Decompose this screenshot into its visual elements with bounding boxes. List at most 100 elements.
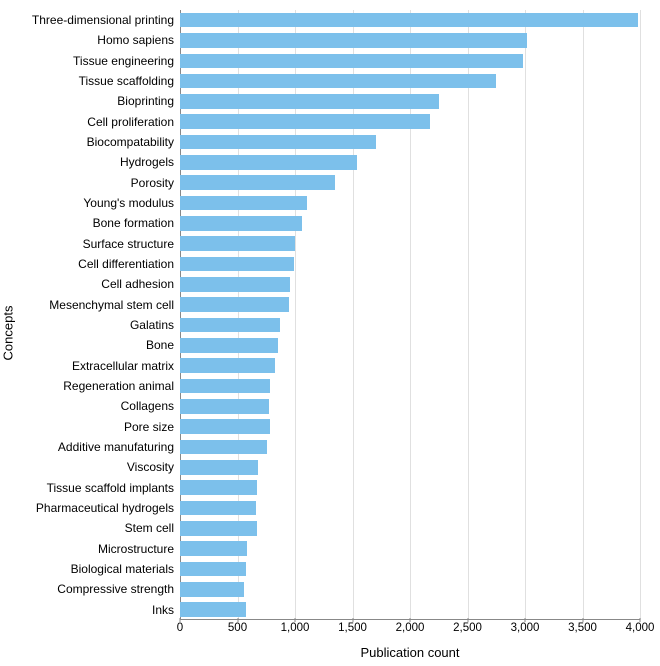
- bar: [180, 399, 269, 414]
- bar: [180, 501, 256, 516]
- bar: [180, 257, 294, 272]
- bar-row: Pharmaceutical hydrogels: [180, 498, 640, 518]
- x-tick-label: 0: [177, 622, 183, 634]
- bar-label: Surface structure: [83, 238, 180, 250]
- bar-label: Bone: [146, 339, 180, 351]
- bar: [180, 54, 523, 69]
- bar-row: Biological materials: [180, 559, 640, 579]
- bar-label: Collagens: [121, 400, 180, 412]
- bar-row: Three-dimensional printing: [180, 10, 640, 30]
- bar-row: Bone formation: [180, 213, 640, 233]
- x-ticks: 05001,0001,5002,0002,5003,0003,5004,000: [180, 622, 640, 642]
- bar-row: Cell adhesion: [180, 274, 640, 294]
- bar-row: Additive manufaturing: [180, 437, 640, 457]
- bar-label: Cell proliferation: [87, 116, 180, 128]
- bar: [180, 562, 246, 577]
- bar-label: Inks: [152, 604, 180, 616]
- bar-label: Tissue scaffold implants: [47, 482, 180, 494]
- x-tick-label: 500: [228, 622, 247, 634]
- bar-label: Pharmaceutical hydrogels: [36, 502, 180, 514]
- x-tick-label: 1,000: [281, 622, 310, 634]
- chart-container: Concepts Three-dimensional printingHomo …: [0, 0, 660, 666]
- bar: [180, 338, 278, 353]
- bar: [180, 440, 267, 455]
- bar: [180, 236, 295, 251]
- bar: [180, 74, 496, 89]
- bar: [180, 114, 430, 129]
- bar-row: Microstructure: [180, 539, 640, 559]
- bar-row: Surface structure: [180, 234, 640, 254]
- x-tick-label: 1,500: [338, 622, 367, 634]
- bar: [180, 94, 439, 109]
- bar-row: Biocompatability: [180, 132, 640, 152]
- x-tick-label: 3,500: [568, 622, 597, 634]
- bar: [180, 175, 335, 190]
- bar-label: Extracellular matrix: [72, 360, 180, 372]
- bar-row: Stem cell: [180, 518, 640, 538]
- bar: [180, 135, 376, 150]
- x-tick-label: 2,500: [453, 622, 482, 634]
- bar: [180, 277, 290, 292]
- bar-label: Cell adhesion: [101, 278, 180, 290]
- x-axis-title: Publication count: [0, 645, 660, 660]
- grid-line: [640, 10, 641, 620]
- bar: [180, 358, 275, 373]
- bar-label: Galatins: [130, 319, 180, 331]
- bar: [180, 297, 289, 312]
- bar-row: Bone: [180, 335, 640, 355]
- bar-row: Galatins: [180, 315, 640, 335]
- bar-row: Tissue scaffold implants: [180, 478, 640, 498]
- bar-row: Collagens: [180, 396, 640, 416]
- plot-area: Three-dimensional printingHomo sapiensTi…: [180, 10, 640, 620]
- bar-label: Viscosity: [127, 461, 180, 473]
- bar-label: Stem cell: [125, 522, 180, 534]
- bar-label: Young's modulus: [83, 197, 180, 209]
- bar-label: Biological materials: [71, 563, 180, 575]
- y-axis-title: Concepts: [1, 306, 16, 361]
- bar-label: Mesenchymal stem cell: [49, 299, 180, 311]
- bar: [180, 13, 638, 28]
- bar: [180, 460, 258, 475]
- bars-group: Three-dimensional printingHomo sapiensTi…: [180, 10, 640, 620]
- bar: [180, 582, 244, 597]
- bar-row: Mesenchymal stem cell: [180, 295, 640, 315]
- bar-label: Additive manufaturing: [58, 441, 180, 453]
- bar: [180, 216, 302, 231]
- bar-label: Microstructure: [98, 543, 180, 555]
- bar-row: Bioprinting: [180, 91, 640, 111]
- bar-label: Compressive strength: [57, 583, 180, 595]
- bar-label: Tissue scaffolding: [79, 75, 180, 87]
- bar-row: Homo sapiens: [180, 30, 640, 50]
- x-tick-label: 3,000: [511, 622, 540, 634]
- bar-row: Hydrogels: [180, 152, 640, 172]
- x-tick-label: 4,000: [626, 622, 655, 634]
- bar-row: Pore size: [180, 417, 640, 437]
- x-tick-label: 2,000: [396, 622, 425, 634]
- bar-row: Tissue engineering: [180, 51, 640, 71]
- bar-label: Homo sapiens: [97, 34, 180, 46]
- bar-row: Extracellular matrix: [180, 356, 640, 376]
- bar: [180, 602, 246, 617]
- bar: [180, 521, 257, 536]
- bar: [180, 318, 280, 333]
- bar: [180, 33, 527, 48]
- bar-label: Cell differentiation: [78, 258, 180, 270]
- bar-row: Cell differentiation: [180, 254, 640, 274]
- bar-label: Biocompatability: [87, 136, 180, 148]
- bar-row: Young's modulus: [180, 193, 640, 213]
- bar-row: Viscosity: [180, 457, 640, 477]
- bar-row: Regeneration animal: [180, 376, 640, 396]
- bar: [180, 541, 247, 556]
- bar: [180, 480, 257, 495]
- bar-row: Compressive strength: [180, 579, 640, 599]
- bar: [180, 155, 357, 170]
- bar-label: Pore size: [124, 421, 180, 433]
- bar-label: Porosity: [131, 177, 180, 189]
- bar-label: Tissue engineering: [73, 55, 180, 67]
- bar-label: Bone formation: [93, 217, 180, 229]
- bar-row: Porosity: [180, 173, 640, 193]
- bar: [180, 379, 270, 394]
- bar: [180, 196, 307, 211]
- bar-row: Tissue scaffolding: [180, 71, 640, 91]
- bar-row: Inks: [180, 600, 640, 620]
